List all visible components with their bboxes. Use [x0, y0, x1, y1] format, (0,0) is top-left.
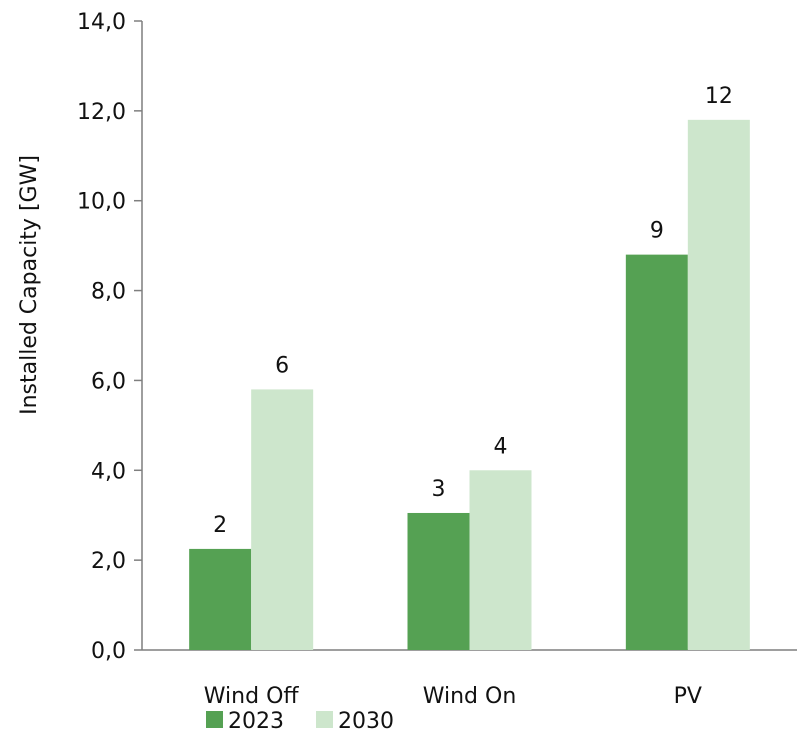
y-axis: 0,0 2,0 4,0 6,0 8,0 10,0 12,0 14,0 [77, 10, 143, 664]
bar-2030-wind-on [469, 470, 532, 650]
y-axis-title: Installed Capacity [GW] [17, 155, 42, 415]
data-label: 3 [432, 477, 446, 502]
data-label: 12 [705, 84, 733, 109]
y-tick-label: 6,0 [91, 369, 126, 394]
data-labels: 2 6 3 4 9 12 [213, 84, 733, 538]
x-category-label: Wind Off [204, 684, 300, 709]
y-tick-label: 2,0 [91, 549, 126, 574]
bar-2023-wind-off [189, 548, 252, 650]
legend: 2023 2030 [206, 709, 394, 734]
x-axis: Wind Off Wind On PV [142, 649, 797, 709]
y-tick-label: 12,0 [77, 100, 126, 125]
y-tick-label: 4,0 [91, 459, 126, 484]
legend-swatch-2030 [316, 711, 333, 728]
x-category-label: Wind On [423, 684, 517, 709]
data-label: 4 [494, 434, 508, 459]
y-tick-label: 10,0 [77, 190, 126, 215]
data-label: 9 [650, 219, 664, 244]
bar-2023-wind-on [407, 512, 470, 650]
y-tick-label: 8,0 [91, 280, 126, 305]
legend-label-2023: 2023 [228, 709, 284, 734]
bar-2030-pv [687, 119, 750, 651]
data-label: 6 [275, 353, 289, 378]
y-tick-label: 0,0 [91, 639, 126, 664]
data-label: 2 [213, 513, 227, 538]
x-category-label: PV [674, 684, 702, 709]
legend-label-2030: 2030 [338, 709, 394, 734]
y-tick-label: 14,0 [77, 10, 126, 35]
legend-swatch-2023 [206, 711, 223, 728]
bars [189, 119, 750, 651]
bar-2023-pv [625, 254, 688, 650]
bar-2030-wind-off [251, 389, 314, 650]
